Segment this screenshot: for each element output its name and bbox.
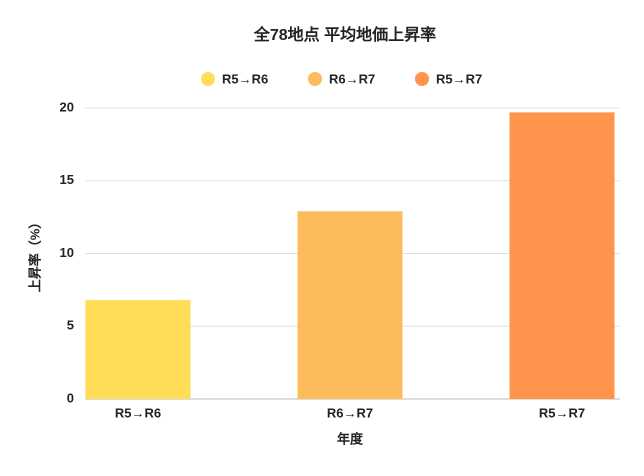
legend-label: R6→R7 bbox=[329, 71, 375, 86]
legend-label: R5→R7 bbox=[436, 71, 482, 86]
y-axis-label: 上昇率（%） bbox=[27, 216, 42, 293]
bar bbox=[85, 300, 191, 399]
y-tick-label: 5 bbox=[67, 318, 74, 333]
y-tick-label: 10 bbox=[60, 245, 74, 260]
x-tick-label: R5→R7 bbox=[539, 405, 585, 420]
y-tick-label: 0 bbox=[67, 390, 74, 405]
legend-swatch bbox=[201, 72, 215, 86]
chart-title: 全78地点 平均地価上昇率 bbox=[253, 25, 436, 44]
legend-swatch bbox=[308, 72, 322, 86]
y-tick-label: 15 bbox=[60, 172, 74, 187]
x-axis-label: 年度 bbox=[337, 431, 364, 446]
bar bbox=[509, 112, 615, 400]
legend-label: R5→R6 bbox=[222, 71, 268, 86]
y-tick-label: 20 bbox=[60, 99, 74, 114]
bar bbox=[297, 211, 403, 399]
x-tick-label: R6→R7 bbox=[327, 405, 373, 420]
legend-swatch bbox=[415, 72, 429, 86]
x-tick-label: R5→R6 bbox=[115, 405, 161, 420]
